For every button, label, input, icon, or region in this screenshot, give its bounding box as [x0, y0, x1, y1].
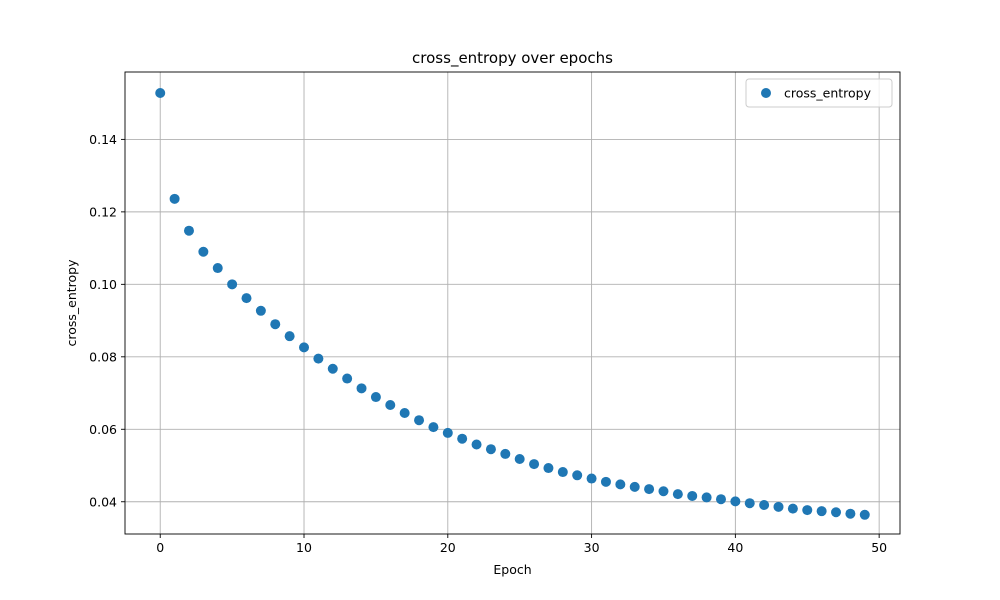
- x-axis-label: Epoch: [493, 562, 531, 577]
- data-point: [155, 88, 166, 99]
- data-point: [414, 415, 425, 426]
- data-point: [629, 481, 640, 492]
- data-point: [787, 503, 798, 514]
- x-tick-label: 50: [871, 540, 887, 555]
- data-point: [802, 505, 813, 516]
- data-point: [241, 293, 252, 304]
- data-point: [428, 422, 439, 433]
- x-tick-label: 40: [727, 540, 743, 555]
- y-tick-label: 0.08: [89, 349, 117, 364]
- data-point: [270, 319, 281, 330]
- y-tick-label: 0.04: [89, 494, 117, 509]
- data-point: [759, 500, 770, 511]
- data-point: [658, 486, 669, 497]
- data-point: [672, 489, 683, 500]
- data-point: [255, 305, 266, 316]
- data-point: [701, 492, 712, 503]
- data-point: [816, 506, 827, 517]
- data-point: [342, 373, 353, 384]
- data-point: [615, 479, 626, 490]
- legend-marker: [761, 88, 771, 98]
- y-tick-label: 0.10: [89, 277, 117, 292]
- y-tick-label: 0.06: [89, 422, 117, 437]
- axis-ticks: 0 10 20 30 40 50 0.04 0.06 0.08 0.10 0.12 0.14: [89, 132, 887, 555]
- grid: [125, 72, 900, 534]
- data-point: [586, 473, 597, 484]
- y-tick-label: 0.14: [89, 132, 117, 147]
- data-point: [370, 392, 381, 403]
- data-point: [557, 467, 568, 478]
- legend-label: cross_entropy: [784, 86, 872, 101]
- data-point: [385, 400, 396, 411]
- data-point: [227, 279, 238, 290]
- y-axis-label: cross_entropy: [64, 259, 79, 347]
- data-point: [529, 459, 540, 470]
- data-point: [572, 470, 583, 481]
- data-point: [744, 498, 755, 509]
- data-point: [284, 331, 295, 342]
- data-point: [845, 508, 856, 519]
- data-point: [198, 246, 209, 257]
- data-point: [859, 509, 870, 520]
- data-point: [644, 484, 655, 495]
- data-point: [831, 507, 842, 518]
- data-point: [485, 444, 496, 455]
- legend: cross_entropy: [745, 78, 893, 108]
- x-tick-label: 20: [440, 540, 456, 555]
- data-point: [442, 427, 453, 438]
- data-points: [155, 88, 870, 520]
- chart-title: cross_entropy over epochs: [412, 49, 613, 68]
- data-point: [471, 439, 482, 450]
- data-point: [773, 501, 784, 512]
- data-point: [313, 353, 324, 364]
- data-point: [500, 448, 511, 459]
- data-point: [212, 263, 223, 274]
- x-tick-label: 10: [296, 540, 312, 555]
- data-point: [715, 494, 726, 505]
- data-point: [543, 463, 554, 474]
- data-point: [399, 407, 410, 418]
- data-point: [299, 342, 310, 353]
- data-point: [169, 193, 180, 204]
- x-tick-label: 30: [584, 540, 600, 555]
- y-tick-label: 0.12: [89, 204, 117, 219]
- legend-box: [745, 78, 893, 108]
- data-point: [514, 453, 525, 464]
- data-point: [687, 490, 698, 501]
- plot-frame: [124, 71, 901, 535]
- data-point: [457, 433, 468, 444]
- data-point: [183, 225, 194, 236]
- data-point: [327, 363, 338, 374]
- data-point: [730, 496, 741, 507]
- data-point: [356, 383, 367, 394]
- data-point: [600, 476, 611, 487]
- x-tick-label: 0: [156, 540, 164, 555]
